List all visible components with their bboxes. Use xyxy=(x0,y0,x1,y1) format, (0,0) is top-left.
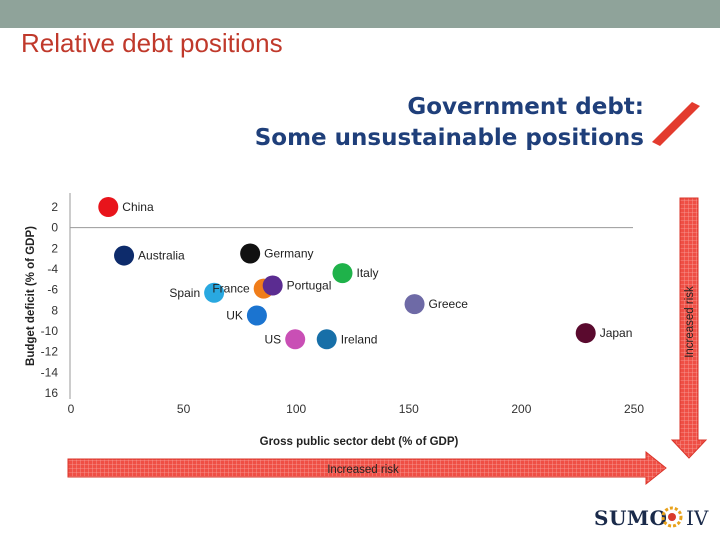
chart-title-line-2: Some unsustainable positions xyxy=(254,125,644,151)
point-italy xyxy=(332,263,353,284)
point-label-australia: Australia xyxy=(138,249,185,263)
point-australia xyxy=(114,245,135,266)
logo-text: SUMO xyxy=(594,506,668,530)
y-tick-label: 2 xyxy=(51,241,58,255)
point-label-spain: Spain xyxy=(169,286,200,300)
point-germany xyxy=(240,243,261,264)
increased-risk-label-horizontal: Increased risk xyxy=(327,464,399,476)
point-portugal xyxy=(262,275,283,296)
point-label-germany: Germany xyxy=(264,247,313,261)
point-japan xyxy=(575,323,596,344)
increased-risk-label-vertical: Increased risk xyxy=(684,286,696,358)
point-china xyxy=(98,197,119,217)
x-tick-label: 150 xyxy=(399,402,419,416)
x-axis-label: Gross public sector debt (% of GDP) xyxy=(260,436,459,448)
x-tick-label: 200 xyxy=(511,402,531,416)
x-tick-label: 50 xyxy=(177,402,191,416)
y-tick-label: 8 xyxy=(51,303,58,317)
y-axis-label: Budget deficit (% of GDP) xyxy=(25,226,37,366)
point-label-japan: Japan xyxy=(600,326,633,340)
point-ireland xyxy=(316,329,337,350)
point-greece xyxy=(404,294,425,315)
red-slash-decoration xyxy=(652,102,700,146)
x-tick-label: 0 xyxy=(68,402,75,416)
y-tick-label: 16 xyxy=(45,386,59,400)
point-label-ireland: Ireland xyxy=(341,332,378,346)
chart-title-line-1: Government debt: xyxy=(407,94,644,120)
y-tick-label: 0 xyxy=(51,221,58,235)
y-tick-label: -10 xyxy=(41,324,59,338)
top-bar xyxy=(0,0,720,28)
y-tick-label: -6 xyxy=(47,283,58,297)
x-tick-label: 250 xyxy=(624,402,644,416)
x-tick-label: 100 xyxy=(286,402,306,416)
point-label-france: France xyxy=(212,282,250,296)
logo-suffix: IV xyxy=(686,506,709,530)
point-label-italy: Italy xyxy=(356,266,378,280)
point-label-china: China xyxy=(122,200,154,214)
y-tick-label: -4 xyxy=(47,262,58,276)
sumo-logo: SUMO IV xyxy=(594,502,714,534)
point-label-greece: Greece xyxy=(429,297,469,311)
y-tick-label: -12 xyxy=(41,345,59,359)
increased-risk-arrow-horizontal xyxy=(67,450,667,486)
y-tick-label: -14 xyxy=(41,365,59,379)
point-label-us: US xyxy=(265,332,282,346)
point-uk xyxy=(246,305,267,326)
logo-mark-icon xyxy=(661,506,683,528)
point-spain xyxy=(204,282,225,303)
y-tick-label: 2 xyxy=(51,200,58,214)
chart-title: Government debt: Some unsustainable posi… xyxy=(224,92,644,154)
increased-risk-arrow-vertical xyxy=(670,197,708,459)
slide-title: Relative debt positions xyxy=(21,28,283,58)
point-us xyxy=(285,329,306,350)
point-label-uk: UK xyxy=(226,309,243,323)
point-label-portugal: Portugal xyxy=(287,279,332,293)
